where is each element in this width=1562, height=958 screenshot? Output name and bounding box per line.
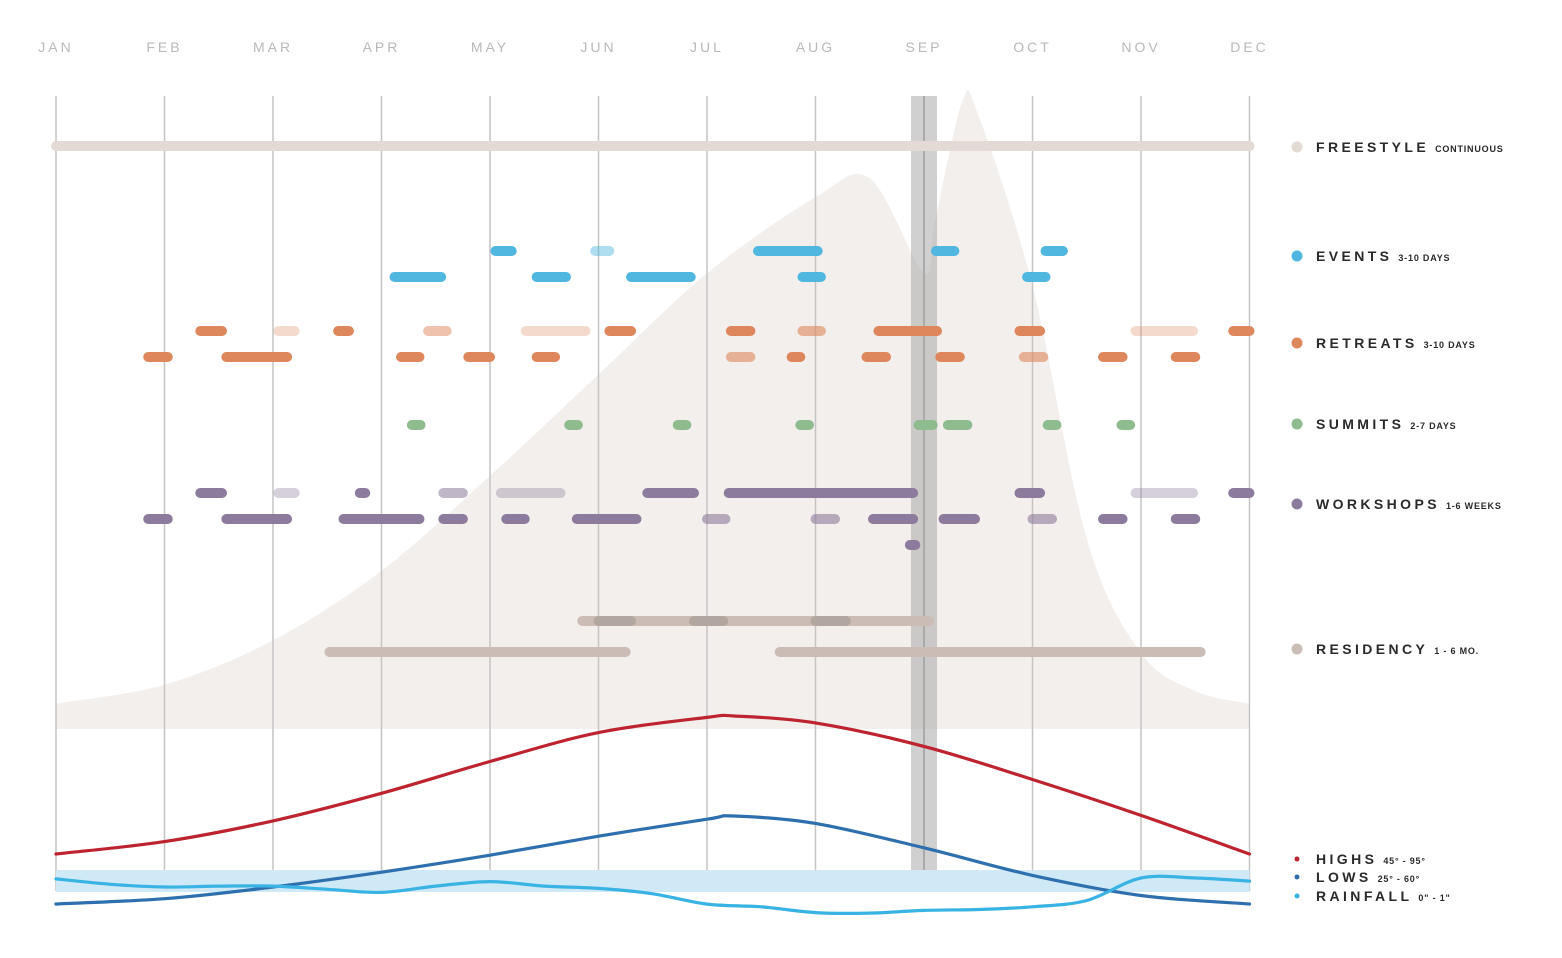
legend-duration-summits: 2-7 DAYS xyxy=(1410,421,1456,431)
workshops-legend-dot xyxy=(1291,498,1303,510)
month-label-jun: JUN xyxy=(580,39,616,55)
legend-duration-residency: 1 - 6 MO. xyxy=(1434,646,1479,656)
legend-name-highs: HIGHS xyxy=(1316,851,1377,867)
legend-name-freestyle: FREESTYLE xyxy=(1316,139,1429,155)
legend-label-residency: RESIDENCY 1 - 6 MO. xyxy=(1316,641,1479,657)
climate-curves-layer xyxy=(54,713,1252,916)
legend-label-events: EVENTS 3-10 DAYS xyxy=(1316,248,1450,264)
seasonal-area xyxy=(56,90,1250,729)
highs-curve xyxy=(54,713,1252,856)
month-label-mar: MAR xyxy=(253,39,293,55)
legend-label-lows: LOWS 25° - 60° xyxy=(1316,869,1420,885)
legend-range-rainfall: 0" - 1" xyxy=(1418,893,1450,903)
legend-duration-retreats: 3-10 DAYS xyxy=(1424,340,1476,350)
month-label-oct: OCT xyxy=(1013,39,1052,55)
month-label-dec: DEC xyxy=(1230,39,1269,55)
legend-label-workshops: WORKSHOPS 1-6 WEEKS xyxy=(1316,496,1502,512)
month-label-nov: NOV xyxy=(1121,39,1160,55)
legend-name-residency: RESIDENCY xyxy=(1316,641,1428,657)
rainfall-legend-dot xyxy=(1294,893,1300,899)
month-axis: JAN FEB MAR APR MAY JUN JUL AUG SEP OCT NOV DEC xyxy=(38,39,1269,55)
legend-name-events: EVENTS xyxy=(1316,248,1392,264)
legend-name-lows: LOWS xyxy=(1316,869,1372,885)
events-legend-dot xyxy=(1291,250,1303,262)
legend-range-lows: 25° - 60° xyxy=(1378,874,1420,884)
lows-legend-dot xyxy=(1294,874,1300,880)
residency-legend-dot xyxy=(1291,643,1303,655)
legend-range-highs: 45° - 95° xyxy=(1383,856,1425,866)
summits-legend-dot xyxy=(1291,418,1303,430)
month-label-apr: APR xyxy=(363,39,401,55)
rainfall-range-band xyxy=(56,870,1250,892)
retreats-legend-dot xyxy=(1291,337,1303,349)
rainfall-curve xyxy=(54,874,1252,916)
month-label-jan: JAN xyxy=(38,39,73,55)
seasonal-area-layer xyxy=(56,90,1250,729)
month-label-jul: JUL xyxy=(690,39,724,55)
legend-label-rainfall: RAINFALL 0" - 1" xyxy=(1316,888,1451,904)
legend-label-summits: SUMMITS 2-7 DAYS xyxy=(1316,416,1456,432)
legend-duration-events: 3-10 DAYS xyxy=(1398,253,1450,263)
month-label-may: MAY xyxy=(471,39,509,55)
legend-duration-workshops: 1-6 WEEKS xyxy=(1446,501,1502,511)
legend-label-retreats: RETREATS 3-10 DAYS xyxy=(1316,335,1476,351)
legend-name-summits: SUMMITS xyxy=(1316,416,1404,432)
program-bars-layer xyxy=(51,141,1255,657)
freestyle-legend-dot xyxy=(1291,141,1303,153)
highs-legend-dot xyxy=(1294,856,1300,862)
legend-label-freestyle: FREESTYLE CONTINUOUS xyxy=(1316,139,1504,155)
legend-duration-freestyle: CONTINUOUS xyxy=(1435,144,1504,154)
month-label-aug: AUG xyxy=(796,39,835,55)
month-label-sep: SEP xyxy=(905,39,942,55)
month-label-feb: FEB xyxy=(146,39,182,55)
legend-name-workshops: WORKSHOPS xyxy=(1316,496,1440,512)
legend-label-highs: HIGHS 45° - 95° xyxy=(1316,851,1426,867)
legend-name-rainfall: RAINFALL xyxy=(1316,888,1412,904)
legend-name-retreats: RETREATS xyxy=(1316,335,1418,351)
